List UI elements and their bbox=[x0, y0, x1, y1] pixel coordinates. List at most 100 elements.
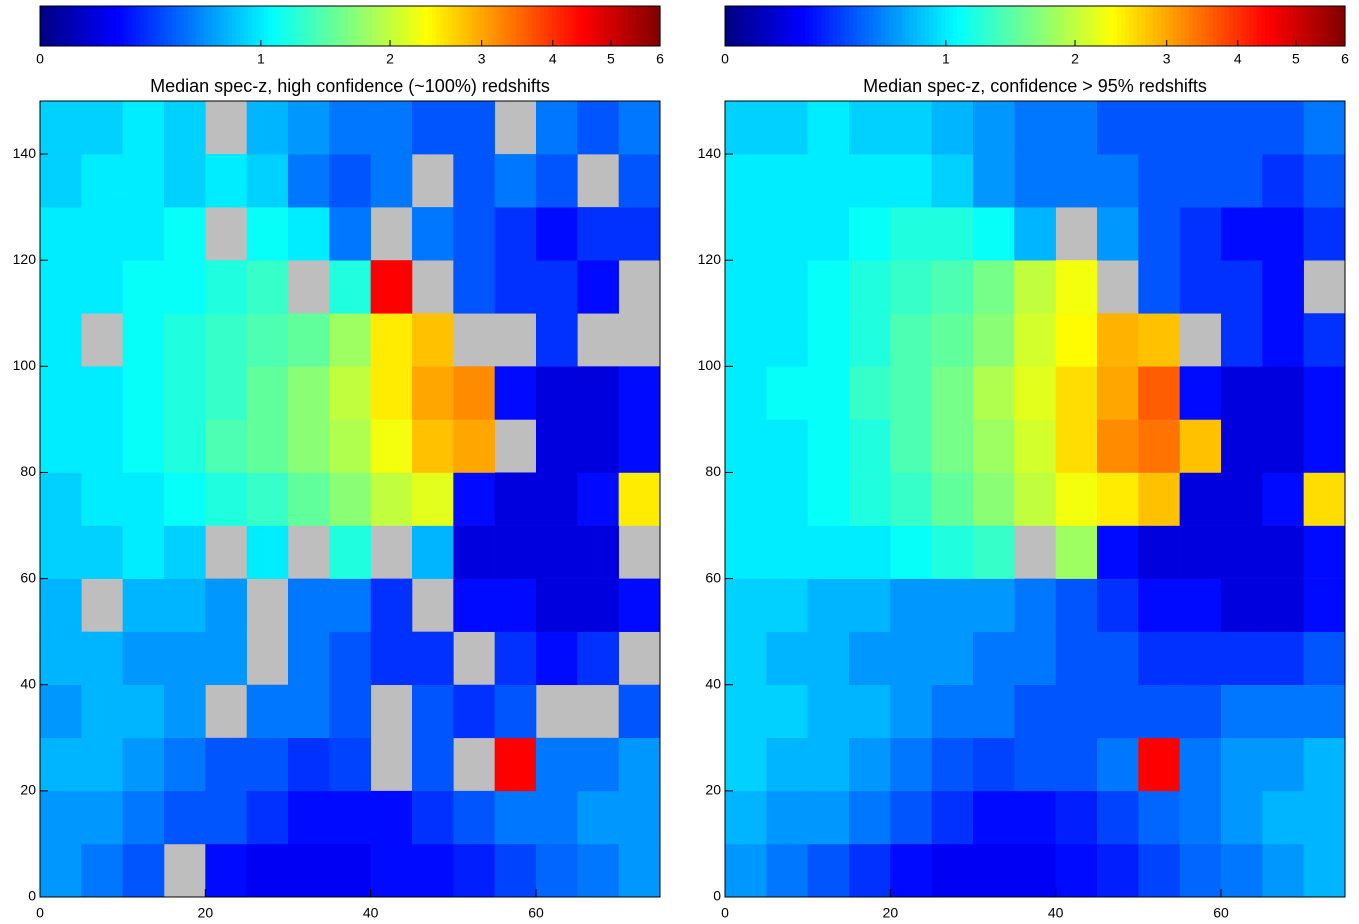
colorbar-swatch bbox=[1185, 6, 1190, 46]
colorbar-frame bbox=[724, 5, 1346, 47]
heatmap-cell bbox=[890, 631, 932, 686]
heatmap-cell bbox=[81, 101, 123, 155]
heatmap-cell bbox=[81, 260, 123, 314]
heatmap-cell bbox=[453, 843, 495, 898]
heatmap-cell bbox=[618, 366, 661, 420]
heatmap-cell bbox=[494, 737, 537, 792]
colorbar-swatch bbox=[1301, 6, 1306, 46]
heatmap-cell bbox=[1138, 790, 1180, 845]
colorbar-swatch bbox=[1109, 6, 1114, 46]
heatmap-cell bbox=[205, 154, 247, 208]
colorbar-swatch bbox=[240, 6, 245, 46]
heatmap-cell bbox=[807, 684, 850, 739]
heatmap-cell bbox=[412, 684, 454, 739]
heatmap-cell bbox=[890, 313, 932, 367]
colorbar-swatch bbox=[636, 6, 641, 46]
heatmap-cell bbox=[370, 101, 413, 155]
heatmap-cell bbox=[536, 101, 578, 155]
colorbar-swatch bbox=[148, 6, 153, 46]
y-tick-label: 40 bbox=[705, 675, 721, 691]
heatmap-cell bbox=[725, 790, 767, 845]
colorbar-swatch bbox=[1077, 6, 1082, 46]
colorbar-swatch bbox=[841, 6, 846, 46]
colorbar-swatch bbox=[400, 6, 405, 46]
colorbar-swatch bbox=[544, 6, 549, 46]
chart-title: Median spec-z, high confidence (~100%) r… bbox=[150, 76, 550, 96]
colorbar-swatch bbox=[44, 6, 49, 46]
heatmap-cell bbox=[122, 472, 165, 526]
heatmap-cell bbox=[1097, 101, 1139, 155]
heatmap-cell bbox=[81, 631, 123, 686]
colorbar-swatch bbox=[620, 6, 625, 46]
heatmap-cell bbox=[1014, 419, 1056, 473]
colorbar-swatch bbox=[1245, 6, 1250, 46]
heatmap-cell bbox=[890, 790, 932, 845]
heatmap-cell bbox=[164, 578, 206, 632]
heatmap-cell bbox=[370, 790, 413, 845]
heatmap-cell bbox=[81, 843, 123, 898]
heatmap-cell bbox=[1262, 631, 1304, 686]
heatmap-cell bbox=[1055, 578, 1098, 632]
colorbar-swatch bbox=[176, 6, 181, 46]
colorbar-swatch bbox=[985, 6, 990, 46]
x-tick-label: 20 bbox=[198, 905, 214, 921]
colorbar-swatch bbox=[869, 6, 874, 46]
colorbar-swatch bbox=[729, 6, 734, 46]
heatmap-cell bbox=[1138, 207, 1180, 261]
colorbar-swatch bbox=[1145, 6, 1150, 46]
y-tick-label: 120 bbox=[13, 251, 37, 267]
heatmap-cell bbox=[412, 525, 454, 579]
heatmap-cell bbox=[412, 472, 454, 526]
colorbar-swatch bbox=[516, 6, 521, 46]
colorbar-swatch bbox=[360, 6, 365, 46]
heatmap-cell bbox=[1179, 101, 1222, 155]
heatmap-cell bbox=[890, 525, 932, 579]
colorbar-swatch bbox=[861, 6, 866, 46]
colorbar-swatch bbox=[608, 6, 613, 46]
colorbar-swatch bbox=[1341, 6, 1346, 46]
heatmap-cell bbox=[40, 737, 82, 792]
heatmap-cell bbox=[1221, 684, 1263, 739]
colorbar-swatch bbox=[224, 6, 229, 46]
heatmap-cell bbox=[1303, 737, 1346, 792]
heatmap-cell bbox=[122, 631, 165, 686]
heatmap-cell bbox=[370, 472, 413, 526]
colorbar-swatch bbox=[1125, 6, 1130, 46]
colorbar-swatch bbox=[1093, 6, 1098, 46]
heatmap-cell bbox=[1303, 101, 1346, 155]
heatmap-cell bbox=[288, 207, 330, 261]
heatmap-cell bbox=[1055, 101, 1098, 155]
heatmap-cell bbox=[1221, 101, 1263, 155]
colorbar-swatch bbox=[725, 6, 730, 46]
colorbar-swatch bbox=[412, 6, 417, 46]
heatmap-cell bbox=[618, 207, 661, 261]
heatmap-cell bbox=[577, 790, 619, 845]
colorbar-swatch bbox=[604, 6, 609, 46]
heatmap-cell bbox=[1221, 790, 1263, 845]
colorbar-swatch bbox=[1129, 6, 1134, 46]
colorbar-swatch bbox=[132, 6, 137, 46]
colorbar-swatch bbox=[280, 6, 285, 46]
heatmap-cell bbox=[1014, 366, 1056, 420]
heatmap-cell bbox=[1055, 525, 1098, 579]
heatmap-cell bbox=[1262, 366, 1304, 420]
heatmap-cell bbox=[329, 419, 371, 473]
colorbar-tick-label: 3 bbox=[1163, 51, 1171, 67]
colorbar-swatch bbox=[1029, 6, 1034, 46]
heatmap-cell bbox=[122, 154, 165, 208]
heatmap-cell bbox=[453, 525, 495, 579]
colorbar-swatch bbox=[452, 6, 457, 46]
heatmap-cell bbox=[618, 843, 661, 898]
colorbar-swatch bbox=[737, 6, 742, 46]
heatmap-cell bbox=[931, 525, 974, 579]
colorbar-swatch bbox=[1205, 6, 1210, 46]
colorbar-swatch bbox=[336, 6, 341, 46]
heatmap-cell bbox=[890, 843, 932, 898]
colorbar-swatch bbox=[857, 6, 862, 46]
heatmap-cell bbox=[725, 101, 767, 155]
colorbar-swatch bbox=[1065, 6, 1070, 46]
colorbar-tick-label: 2 bbox=[1071, 51, 1079, 67]
colorbar-swatch bbox=[372, 6, 377, 46]
heatmap-cell bbox=[766, 472, 808, 526]
heatmap-cell bbox=[973, 260, 1015, 314]
